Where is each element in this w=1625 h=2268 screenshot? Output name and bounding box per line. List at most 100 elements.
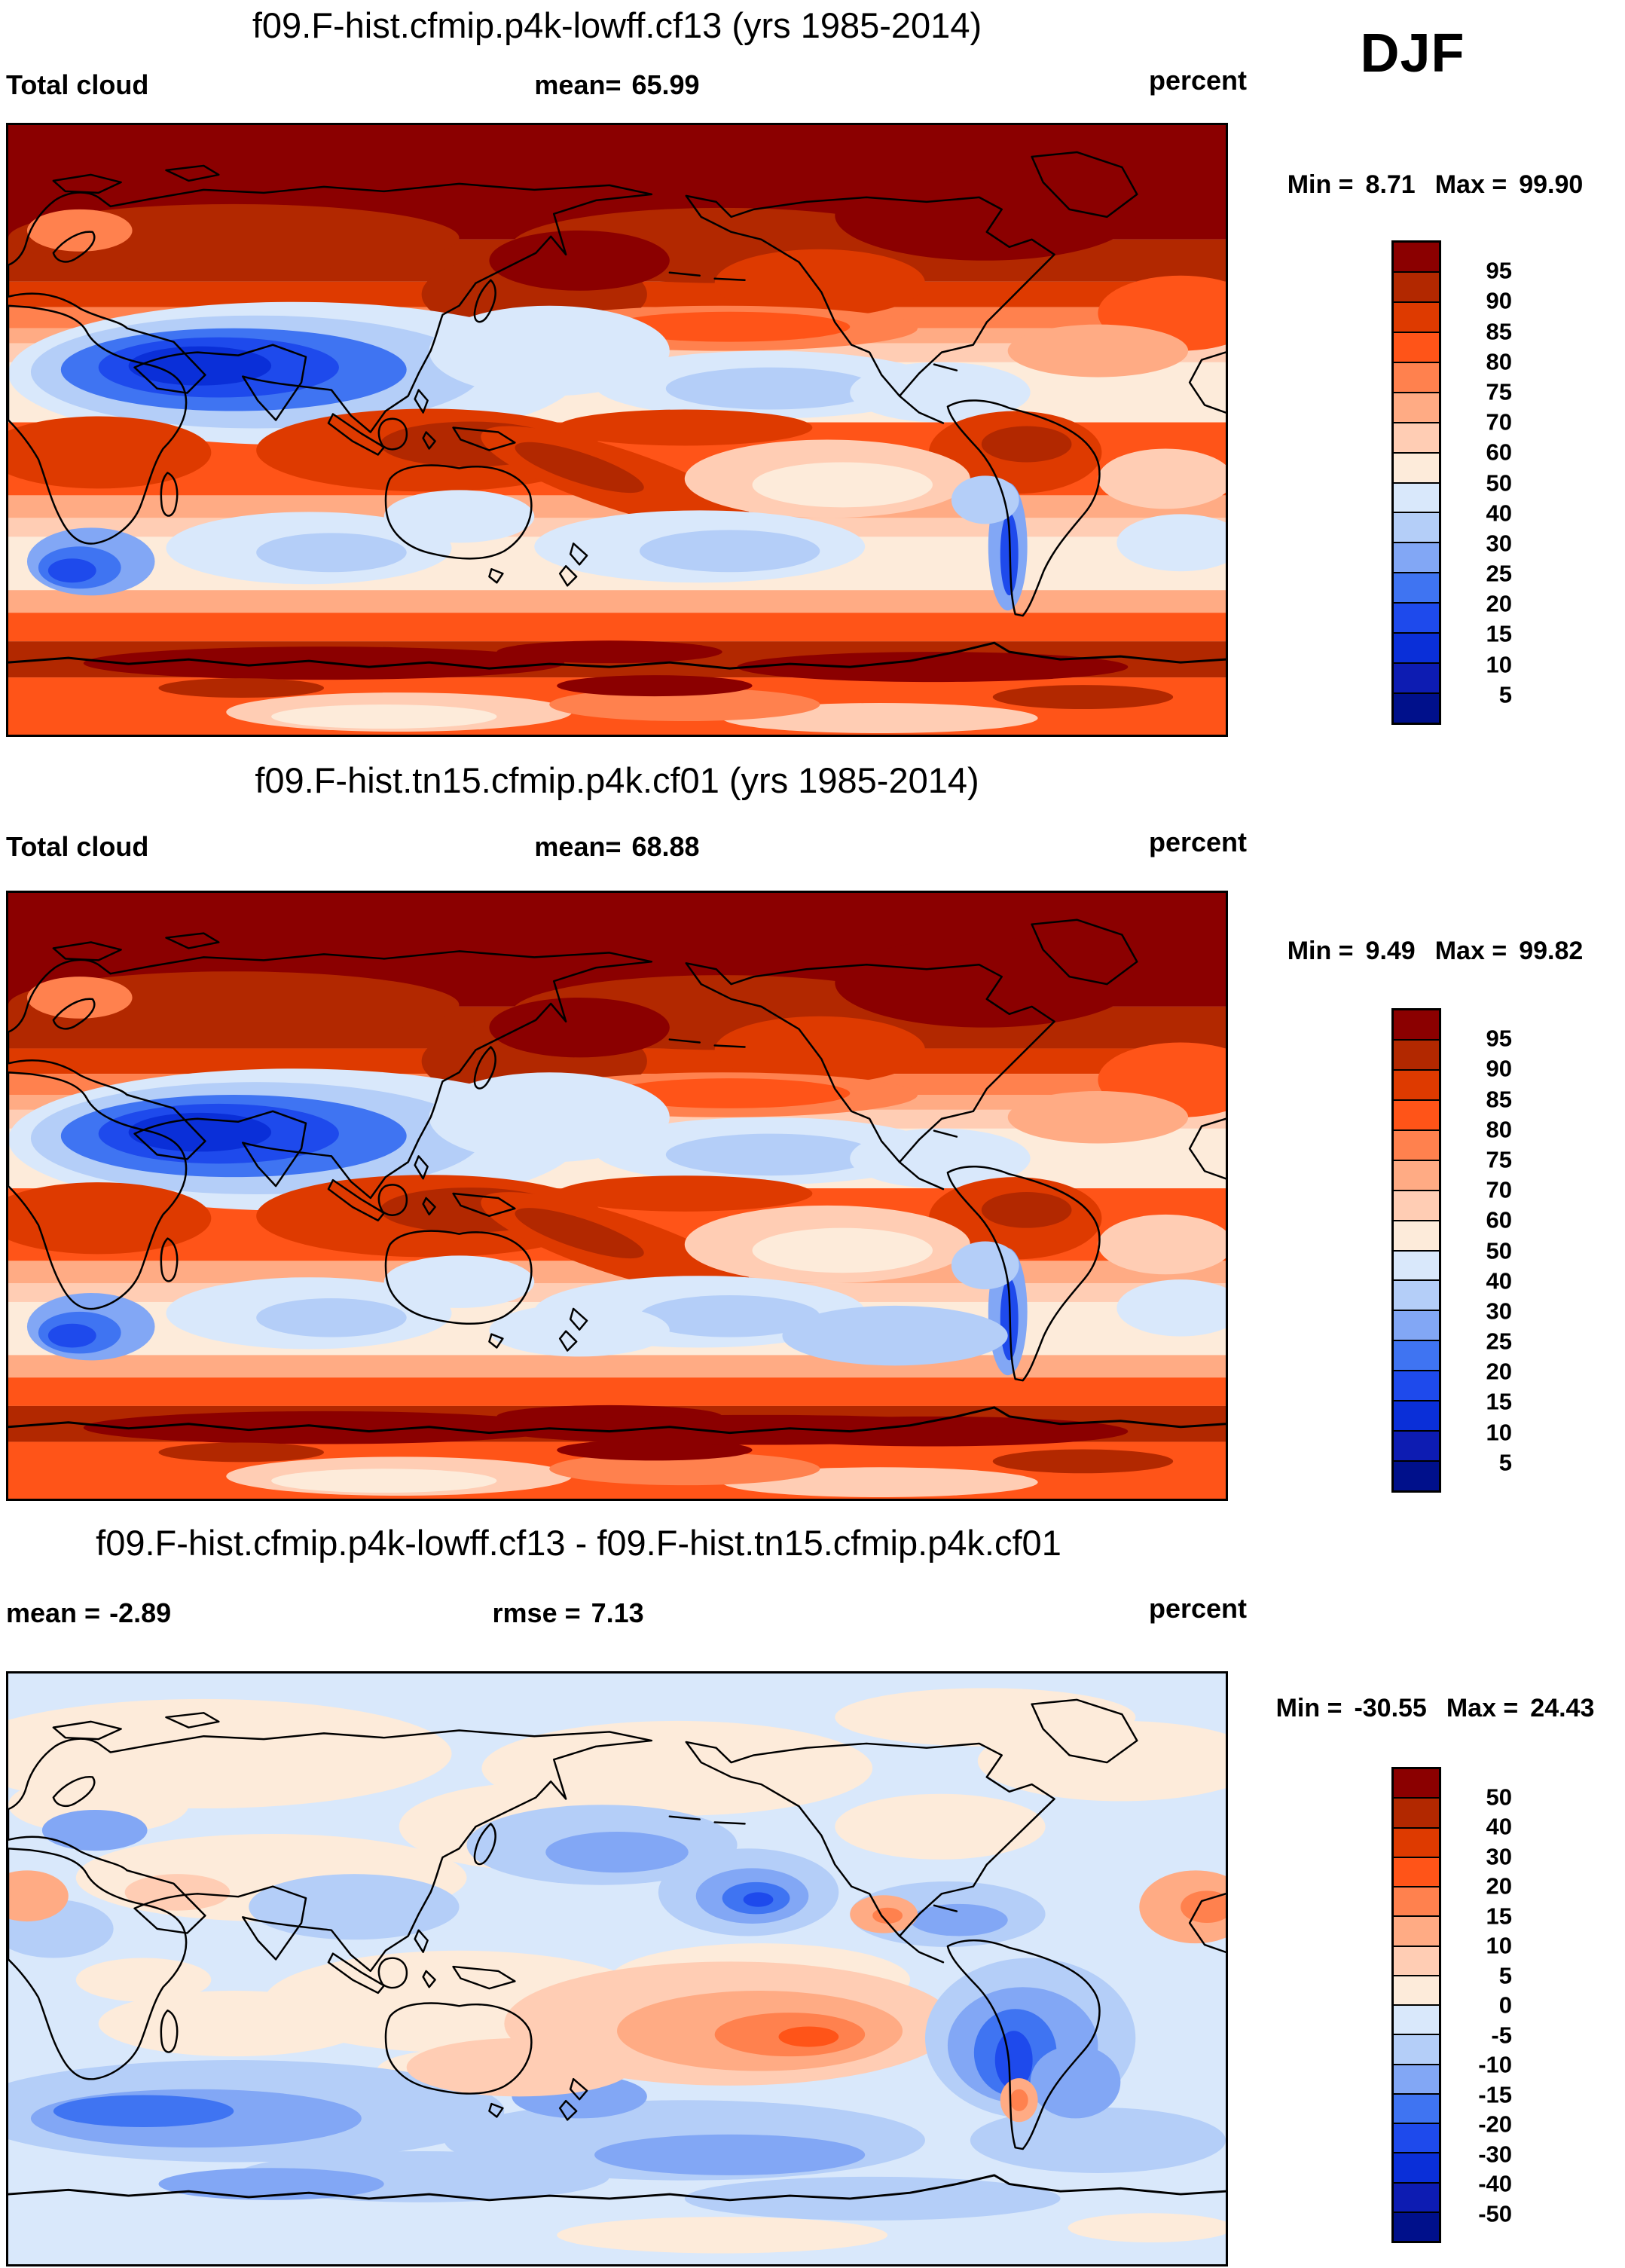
panel3-minmax: Min = -30.55 Max = 24.43 bbox=[1247, 1694, 1623, 1723]
colorbar-tick-label: 15 bbox=[1486, 1388, 1512, 1415]
colorbar-tick-label: 40 bbox=[1486, 1267, 1512, 1294]
colorbar-tick-label: 70 bbox=[1486, 1176, 1512, 1203]
colorbar-segment bbox=[1394, 1129, 1439, 1160]
panel3-rmse-label: rmse = bbox=[492, 1597, 581, 1628]
panel1-stats-row: Total cloud mean= 65.99 percent bbox=[6, 65, 1247, 104]
colorbar-tick-label: 30 bbox=[1486, 530, 1512, 557]
colorbar-tick-label: 90 bbox=[1486, 287, 1512, 314]
colorbar-tick-label: -15 bbox=[1478, 2081, 1512, 2108]
colorbar-tick-label: 90 bbox=[1486, 1055, 1512, 1082]
colorbar-segment bbox=[1394, 1219, 1439, 1250]
colorbar-segment bbox=[1394, 1159, 1439, 1190]
panel1-mean-value: 65.99 bbox=[631, 69, 700, 100]
panel1-max-value: 99.90 bbox=[1519, 170, 1584, 199]
colorbar-tick-label: 30 bbox=[1486, 1843, 1512, 1869]
colorbar-tick-label: 70 bbox=[1486, 408, 1512, 436]
colorbar-segment bbox=[1394, 361, 1439, 392]
colorbar-segment bbox=[1394, 692, 1439, 723]
colorbar-segment bbox=[1394, 2211, 1439, 2241]
colorbar-segment bbox=[1394, 1915, 1439, 1946]
colorbar-tick-label: 50 bbox=[1486, 1784, 1512, 1810]
colorbar-segment bbox=[1394, 271, 1439, 301]
colorbar-segment bbox=[1394, 1099, 1439, 1129]
map3-svg bbox=[8, 1673, 1226, 2264]
map-total-cloud-model1 bbox=[6, 123, 1228, 737]
colorbar-segment bbox=[1394, 243, 1439, 271]
map1-cloud-field bbox=[8, 125, 1226, 735]
colorbar-segment bbox=[1394, 1400, 1439, 1431]
colorbar-segment bbox=[1394, 1797, 1439, 1827]
colorbar-segment bbox=[1394, 2004, 1439, 2034]
colorbar-tick-label: -10 bbox=[1478, 2051, 1512, 2078]
panel3-units-label: percent bbox=[1148, 1593, 1247, 1624]
colorbar-tick-label: 5 bbox=[1498, 681, 1512, 708]
panel1-max-label: Max = bbox=[1434, 170, 1507, 199]
colorbar-scale bbox=[1391, 1008, 1441, 1493]
panel1-min-label: Min = bbox=[1287, 170, 1354, 199]
colorbar-tick-label: 10 bbox=[1486, 1932, 1512, 1959]
colorbar-segment bbox=[1394, 662, 1439, 693]
colorbar-tick-label: 75 bbox=[1486, 1146, 1512, 1173]
colorbar-segment bbox=[1394, 1370, 1439, 1401]
colorbar-segment bbox=[1394, 1010, 1439, 1039]
colorbar-scale bbox=[1391, 240, 1441, 725]
colorbar-segment bbox=[1394, 2152, 1439, 2182]
colorbar-tick-label: 20 bbox=[1486, 1872, 1512, 1900]
colorbar-tick-label: 15 bbox=[1486, 620, 1512, 647]
panel2-colorbar: 95 90 85 80 75 70 60 50 40 30 25 20 15 10 5 bbox=[1391, 1008, 1512, 1493]
colorbar-tick-label: 10 bbox=[1486, 651, 1512, 678]
map-total-cloud-difference bbox=[6, 1671, 1228, 2266]
panel1-mean: mean= 65.99 bbox=[6, 69, 1228, 101]
colorbar-tick-label: 40 bbox=[1486, 500, 1512, 527]
panel3-mean: mean = -2.89 bbox=[6, 1597, 171, 1629]
panel2-min-label: Min = bbox=[1287, 937, 1354, 965]
colorbar-segment bbox=[1394, 331, 1439, 362]
colorbar-segment bbox=[1394, 1974, 1439, 2004]
colorbar-segment bbox=[1394, 1189, 1439, 1220]
colorbar-segment bbox=[1394, 1856, 1439, 1886]
panel2-min-value: 9.49 bbox=[1365, 937, 1416, 965]
colorbar-tick-labels: 95 90 85 80 75 70 60 50 40 30 25 20 15 10 5 bbox=[1446, 240, 1529, 725]
panel1-minmax: Min = 8.71 Max = 99.90 bbox=[1247, 170, 1623, 200]
panel3-rmse-value: 7.13 bbox=[591, 1597, 644, 1628]
colorbar-tick-label: 25 bbox=[1486, 1328, 1512, 1355]
colorbar-tick-label: -30 bbox=[1478, 2141, 1512, 2167]
colorbar-tick-label: 0 bbox=[1498, 1991, 1512, 2019]
colorbar-tick-label: 85 bbox=[1486, 1086, 1512, 1113]
colorbar-tick-label: 50 bbox=[1486, 1237, 1512, 1264]
colorbar-tick-label: 20 bbox=[1486, 590, 1512, 617]
colorbar-segment bbox=[1394, 1769, 1439, 1798]
colorbar-tick-labels: 50 40 30 20 15 10 5 0 -5 -10 -15 -20 -30 -40 -50 bbox=[1446, 1767, 1529, 2243]
colorbar-tick-label: 95 bbox=[1486, 1025, 1512, 1052]
panel3-colorbar: 50 40 30 20 15 10 5 0 -5 -10 -15 -20 -30 -40 -50 bbox=[1391, 1767, 1512, 2243]
map1-svg bbox=[8, 125, 1226, 735]
colorbar-tick-label: 5 bbox=[1498, 1962, 1512, 1988]
panel3-stats-row: mean = -2.89 rmse = 7.13 percent bbox=[6, 1593, 1247, 1632]
colorbar-tick-label: -40 bbox=[1478, 2170, 1512, 2197]
colorbar-segment bbox=[1394, 301, 1439, 332]
colorbar-tick-label: 15 bbox=[1486, 1903, 1512, 1929]
panel2-mean-value: 68.88 bbox=[631, 831, 700, 862]
colorbar-segment bbox=[1394, 2181, 1439, 2211]
panel1-units-label: percent bbox=[1148, 65, 1247, 96]
colorbar-segment bbox=[1394, 542, 1439, 573]
colorbar-segment bbox=[1394, 1430, 1439, 1461]
map2-cloud-field bbox=[8, 893, 1226, 1499]
panel3-mean-label: mean = bbox=[6, 1597, 101, 1628]
panel2-max-value: 99.82 bbox=[1519, 937, 1584, 965]
colorbar-segment bbox=[1394, 2123, 1439, 2153]
panel2-units-label: percent bbox=[1148, 827, 1247, 857]
panel2-variable-label: Total cloud bbox=[6, 831, 149, 862]
colorbar-tick-label: 75 bbox=[1486, 378, 1512, 405]
map3-difference-field bbox=[8, 1673, 1226, 2264]
colorbar-segment bbox=[1394, 1038, 1439, 1069]
colorbar-segment bbox=[1394, 1886, 1439, 1916]
map-total-cloud-model2 bbox=[6, 891, 1228, 1501]
colorbar-segment bbox=[1394, 421, 1439, 452]
colorbar-tick-label: 40 bbox=[1486, 1813, 1512, 1840]
panel2-minmax: Min = 9.49 Max = 99.82 bbox=[1247, 937, 1623, 966]
colorbar-segment bbox=[1394, 512, 1439, 543]
colorbar-tick-label: 60 bbox=[1486, 1206, 1512, 1233]
colorbar-segment bbox=[1394, 2063, 1439, 2093]
